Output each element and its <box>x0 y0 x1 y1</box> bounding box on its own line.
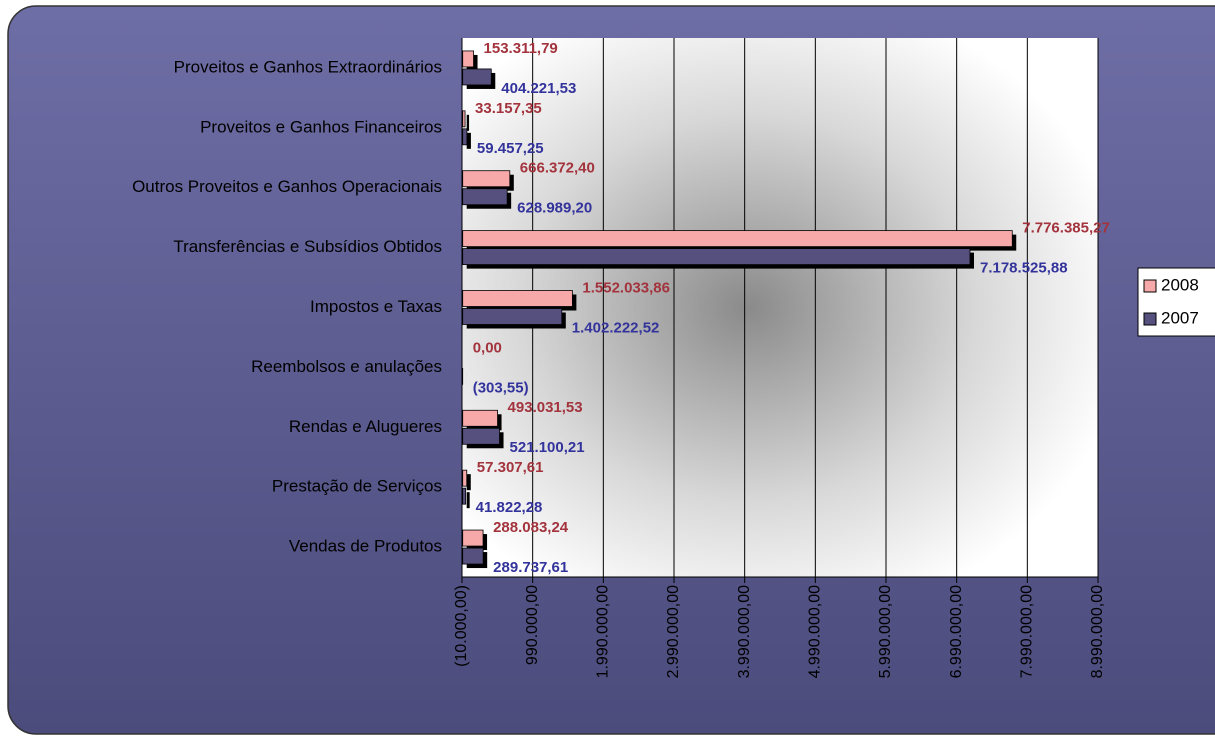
x-tick-label: 1.990.000,00 <box>595 585 612 679</box>
bar <box>462 230 1013 248</box>
bar <box>462 487 467 505</box>
y-tick-label: Proveitos e Ganhos Financeiros <box>200 117 442 136</box>
data-label: 288.083,24 <box>493 519 569 536</box>
x-tick-label: 5.990.000,00 <box>877 585 894 679</box>
x-tick-label: 6.990.000,00 <box>948 585 965 679</box>
bar <box>462 308 563 325</box>
x-tick-label: 4.990.000,00 <box>807 585 824 679</box>
data-label: 0,00 <box>473 339 502 356</box>
x-tick-label: 3.990.000,00 <box>736 585 753 679</box>
data-label: 7.776.385,27 <box>1022 220 1110 237</box>
bar <box>462 547 484 565</box>
x-tick-label: 8.990.000,00 <box>1089 585 1106 679</box>
bar-shadow <box>466 114 470 131</box>
bar <box>462 170 511 188</box>
data-label: 153.311,79 <box>484 40 558 57</box>
legend-swatch <box>1143 279 1157 293</box>
data-label: 33.157,35 <box>475 100 542 117</box>
legend-label: 2008 <box>1161 275 1199 294</box>
bar <box>462 50 474 68</box>
data-label: 1.552.033,86 <box>582 279 670 296</box>
data-label: 59.457,25 <box>477 140 544 157</box>
legend: 2008 2007 <box>1137 267 1215 337</box>
y-tick-label: Proveitos e Ganhos Extraordinários <box>174 57 442 76</box>
bar <box>462 529 484 547</box>
data-label: 41.822,28 <box>476 499 543 516</box>
data-label: 666.372,40 <box>520 160 595 177</box>
data-label: 404.221,53 <box>501 80 576 97</box>
y-tick-label: Vendas de Produtos <box>289 537 442 556</box>
data-label: (303,55) <box>473 379 529 396</box>
y-tick-label: Prestação de Serviços <box>272 477 442 496</box>
bar <box>462 188 508 206</box>
y-tick-label: Reembolsos e anulações <box>251 357 442 376</box>
data-label: 628.989,20 <box>517 200 592 217</box>
data-label: 1.402.222,52 <box>572 319 660 336</box>
y-tick-label: Outros Proveitos e Ganhos Operacionais <box>132 177 442 196</box>
data-label: 493.031,53 <box>508 399 583 416</box>
bar <box>462 427 500 445</box>
x-tick-label: 2.990.000,00 <box>665 585 682 679</box>
legend-swatch <box>1143 312 1157 326</box>
bar <box>462 409 498 427</box>
x-tick-label: 990.000,00 <box>524 585 541 665</box>
legend-label: 2007 <box>1161 308 1199 327</box>
bar <box>462 248 971 266</box>
bar <box>462 110 466 128</box>
data-label: 289.737,61 <box>493 559 568 576</box>
x-tick-label: 7.990.000,00 <box>1019 585 1036 679</box>
bar-shadow <box>466 474 471 491</box>
y-tick-label: Impostos e Taxas <box>310 297 442 316</box>
data-label: 57.307,61 <box>477 459 544 476</box>
bar-shadow <box>466 132 471 149</box>
bar <box>462 68 492 86</box>
bar <box>462 469 468 487</box>
bar <box>462 128 468 146</box>
data-label: 7.178.525,88 <box>980 260 1068 277</box>
data-label: 521.100,21 <box>510 439 585 456</box>
bar-shadow <box>466 492 470 509</box>
y-tick-label: Rendas e Alugueres <box>289 417 442 436</box>
x-tick-label: (10.000,00) <box>453 585 470 667</box>
y-tick-label: Transferências e Subsídios Obtidos <box>173 237 442 256</box>
bar <box>462 290 573 307</box>
